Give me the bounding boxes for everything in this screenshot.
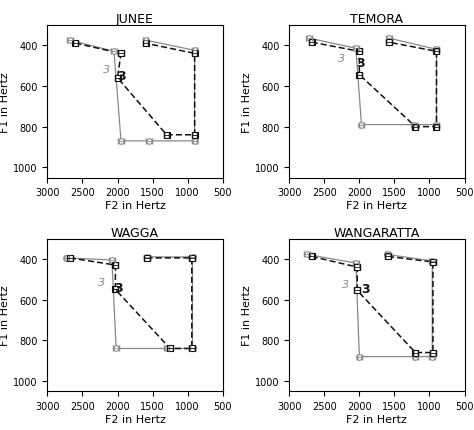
X-axis label: F2 in Hertz: F2 in Hertz [346, 414, 407, 424]
X-axis label: F2 in Hertz: F2 in Hertz [105, 414, 165, 424]
Text: 3: 3 [356, 56, 365, 69]
Text: 3: 3 [361, 283, 369, 296]
Y-axis label: F1 in Hertz: F1 in Hertz [242, 72, 252, 132]
Title: TEMORA: TEMORA [350, 13, 403, 26]
Title: JUNEE: JUNEE [116, 13, 154, 26]
Title: WANGARATTA: WANGARATTA [334, 226, 420, 239]
Text: 3: 3 [98, 278, 105, 288]
Text: 3: 3 [118, 70, 126, 83]
Text: 3: 3 [342, 280, 349, 290]
Title: WAGGA: WAGGA [111, 226, 159, 239]
Text: 3: 3 [114, 282, 123, 295]
Text: 3: 3 [103, 64, 110, 74]
X-axis label: F2 in Hertz: F2 in Hertz [346, 200, 407, 211]
Y-axis label: F1 in Hertz: F1 in Hertz [0, 72, 10, 132]
Text: 3: 3 [338, 54, 346, 64]
Y-axis label: F1 in Hertz: F1 in Hertz [242, 285, 252, 345]
Y-axis label: F1 in Hertz: F1 in Hertz [0, 285, 10, 345]
X-axis label: F2 in Hertz: F2 in Hertz [105, 200, 165, 211]
